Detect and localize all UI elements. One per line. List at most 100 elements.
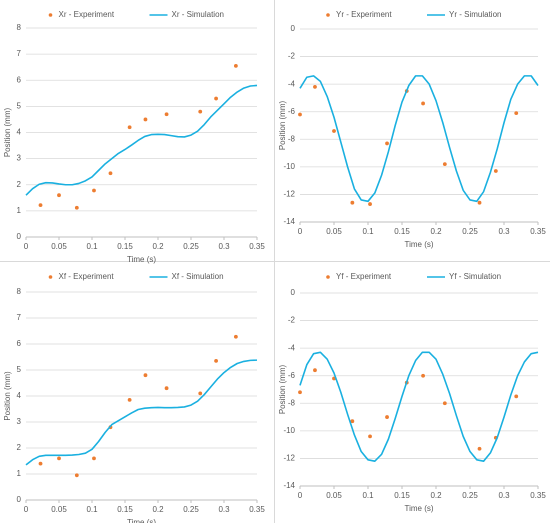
data-point — [298, 390, 302, 395]
x-tick-label: 0.05 — [326, 491, 342, 500]
y-tick-label: 3 — [17, 417, 22, 426]
x-tick-label: 0.35 — [249, 242, 265, 251]
data-point — [38, 203, 43, 208]
data-point — [514, 394, 519, 399]
y-tick-label: 6 — [17, 75, 22, 84]
x-tick-label: 0.2 — [152, 242, 164, 251]
data-point — [442, 162, 447, 167]
x-tick-label: 0.3 — [218, 242, 230, 251]
y-tick-label: -2 — [288, 52, 296, 61]
data-point — [74, 473, 79, 478]
data-point — [368, 202, 372, 206]
data-point — [108, 171, 113, 176]
simulation-line — [25, 84, 258, 196]
legend-label: Yf - Experiment — [336, 272, 392, 281]
y-axis-label: Position (mm) — [278, 364, 287, 414]
data-point — [421, 101, 425, 106]
x-tick-label: 0 — [298, 491, 303, 500]
data-point — [350, 419, 355, 424]
data-point — [477, 446, 482, 451]
y-axis-label: Position (mm) — [278, 100, 287, 150]
y-tick-label: -4 — [288, 343, 296, 352]
y-tick-label: 5 — [17, 365, 22, 374]
data-point — [298, 112, 302, 117]
legend-label: Yf - Simulation — [449, 272, 501, 281]
data-point — [92, 456, 96, 461]
data-point — [313, 368, 317, 373]
y-tick-label: -6 — [288, 107, 296, 116]
x-tick-label: 0.1 — [86, 505, 98, 514]
x-tick-label: 0.1 — [362, 491, 374, 500]
legend-marker — [326, 275, 330, 279]
data-point — [421, 373, 425, 378]
data-point — [313, 85, 317, 89]
data-point — [332, 129, 336, 133]
x-tick-label: 0.35 — [249, 505, 265, 514]
y-tick-label: -14 — [283, 481, 295, 490]
x-tick-label: 0.1 — [362, 227, 374, 236]
data-point — [57, 193, 61, 198]
x-tick-label: 0.2 — [152, 505, 164, 514]
x-tick-label: 0.15 — [117, 242, 133, 251]
data-point — [164, 112, 169, 117]
data-point — [92, 188, 96, 193]
legend-label: Yr - Simulation — [449, 10, 501, 19]
simulation-line — [299, 75, 539, 203]
x-axis-label: Time (s) — [127, 255, 156, 264]
data-point — [214, 96, 218, 101]
data-point — [514, 111, 519, 115]
x-tick-label: 0 — [298, 227, 303, 236]
y-tick-label: -4 — [288, 79, 296, 88]
y-tick-label: 0 — [17, 232, 22, 241]
x-tick-label: 0.2 — [430, 227, 442, 236]
x-tick-label: 0.1 — [86, 242, 98, 251]
legend-label: Yr - Experiment — [336, 10, 392, 19]
x-axis-label: Time (s) — [404, 240, 433, 249]
y-tick-label: 1 — [17, 206, 22, 215]
x-tick-label: 0 — [24, 505, 29, 514]
data-point — [350, 200, 355, 205]
x-tick-label: 0.35 — [530, 227, 546, 236]
data-point — [198, 391, 203, 396]
x-tick-label: 0.15 — [394, 491, 410, 500]
y-tick-label: -8 — [288, 398, 296, 407]
y-tick-label: 2 — [17, 443, 22, 452]
data-point — [493, 169, 498, 173]
x-tick-label: 0.25 — [183, 505, 199, 514]
data-point — [143, 373, 148, 378]
x-tick-label: 0.05 — [51, 505, 67, 514]
x-tick-label: 0.15 — [117, 505, 133, 514]
y-axis-label: Position (mm) — [3, 107, 12, 157]
x-tick-label: 0.3 — [498, 227, 510, 236]
x-tick-label: 0.25 — [183, 242, 199, 251]
data-point — [57, 456, 61, 461]
legend-marker — [48, 13, 53, 17]
y-tick-label: 4 — [17, 128, 22, 137]
x-tick-label: 0.05 — [51, 242, 67, 251]
y-tick-label: -6 — [288, 371, 296, 380]
x-axis-label: Time (s) — [404, 504, 433, 513]
legend-label: Xr - Experiment — [59, 10, 115, 19]
y-tick-label: 0 — [291, 288, 296, 297]
y-tick-label: -14 — [283, 217, 295, 226]
data-point — [385, 141, 389, 146]
y-tick-label: 0 — [291, 24, 296, 33]
x-axis-label: Time (s) — [127, 518, 156, 523]
y-tick-label: 2 — [17, 180, 22, 189]
x-tick-label: 0.3 — [218, 505, 230, 514]
y-axis-label: Position (mm) — [3, 371, 12, 421]
data-point — [74, 205, 79, 210]
data-point — [477, 200, 482, 205]
data-point — [127, 398, 132, 402]
y-tick-label: -10 — [283, 162, 295, 171]
y-tick-label: 7 — [17, 313, 22, 322]
y-tick-label: 8 — [17, 287, 22, 296]
x-tick-label: 0.35 — [530, 491, 546, 500]
data-point — [127, 125, 132, 130]
y-tick-label: -2 — [288, 316, 296, 325]
y-tick-label: -12 — [283, 190, 295, 199]
simulation-line — [25, 359, 258, 466]
y-tick-label: 6 — [17, 339, 22, 348]
legend-marker — [326, 13, 330, 17]
